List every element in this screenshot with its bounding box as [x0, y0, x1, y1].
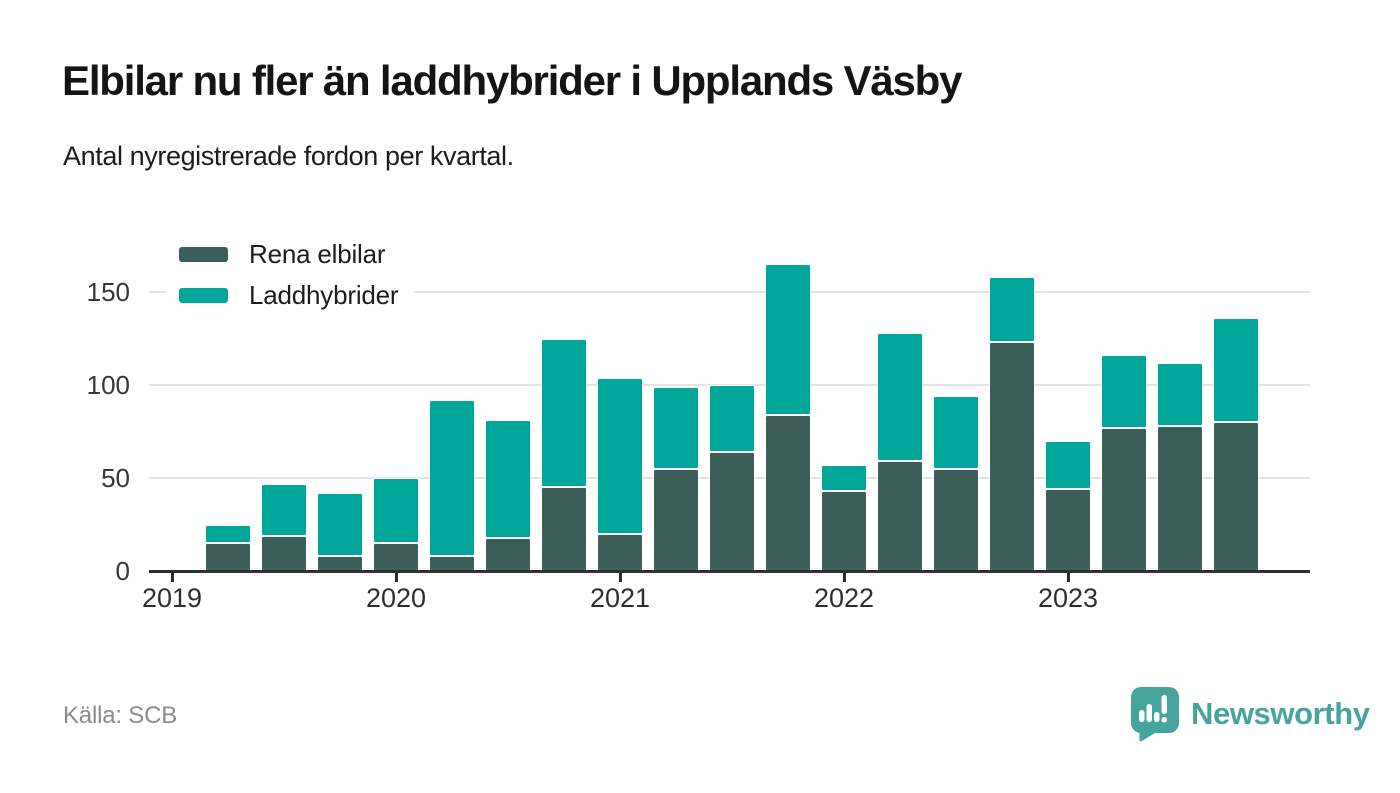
segment-laddhybrider	[317, 492, 363, 557]
newsworthy-wordmark: Newsworthy	[1191, 696, 1370, 731]
bar-2023-q2	[1096, 231, 1152, 571]
bar-2022-q2	[872, 231, 928, 571]
plot-area	[144, 231, 1264, 571]
x-axis-label-2020: 2020	[365, 583, 427, 613]
x-tick-2020	[395, 571, 398, 582]
segment-rena-elbilar	[1157, 425, 1203, 571]
newsworthy-bubble-chart-icon	[1131, 687, 1179, 742]
segment-rena-elbilar	[1101, 427, 1147, 571]
segment-rena-elbilar	[541, 487, 587, 571]
segment-rena-elbilar	[261, 535, 307, 571]
x-tick-2023	[1067, 571, 1070, 582]
bar-2021-q2	[648, 231, 704, 571]
bar-2020-q1	[368, 231, 424, 571]
segment-rena-elbilar	[373, 543, 419, 571]
x-tick-2022	[843, 571, 846, 582]
x-tick-2021	[619, 571, 622, 582]
segment-laddhybrider	[541, 338, 587, 488]
newsworthy-logo: Newsworthy	[1130, 686, 1370, 742]
x-axis-label-2023: 2023	[1037, 583, 1099, 613]
y-axis-label-150: 150	[86, 277, 130, 307]
segment-rena-elbilar	[821, 491, 867, 571]
bar-2021-q4	[760, 231, 816, 571]
bar-2019-q2	[200, 231, 256, 571]
bar-2019-q3	[256, 231, 312, 571]
bar-2020-q4	[536, 231, 592, 571]
segment-laddhybrider	[205, 524, 251, 544]
segment-laddhybrider	[261, 483, 307, 536]
segment-rena-elbilar	[1213, 422, 1259, 571]
segment-laddhybrider	[989, 277, 1035, 343]
legend-label: Laddhybrider	[249, 280, 399, 310]
segment-rena-elbilar	[205, 543, 251, 571]
legend-swatch-laddhybrider	[179, 288, 228, 303]
segment-laddhybrider	[709, 385, 755, 452]
segment-laddhybrider	[1045, 440, 1091, 490]
legend-item-laddhybrider: Laddhybrider	[179, 280, 399, 311]
y-axis-label-100: 100	[86, 370, 130, 400]
bar-2021-q1	[592, 231, 648, 571]
segment-rena-elbilar	[877, 461, 923, 571]
bar-2023-q1	[1040, 231, 1096, 571]
x-axis-label-2021: 2021	[589, 583, 651, 613]
segment-rena-elbilar	[597, 533, 643, 571]
bar-2020-q2	[424, 231, 480, 571]
bar-2023-q4	[1208, 231, 1264, 571]
bar-2020-q3	[480, 231, 536, 571]
bar-2022-q1	[816, 231, 872, 571]
segment-laddhybrider	[933, 396, 979, 469]
x-tick-2019	[171, 571, 174, 582]
y-axis-label-0: 0	[115, 556, 130, 586]
x-axis-line	[149, 569, 1310, 573]
gridline-100	[149, 384, 1310, 386]
legend-label: Rena elbilar	[249, 239, 386, 269]
legend-item-rena-elbilar: Rena elbilar	[179, 239, 398, 270]
chart-subtitle: Antal nyregistrerade fordon per kvartal.	[63, 141, 514, 171]
segment-rena-elbilar	[989, 342, 1035, 571]
segment-laddhybrider	[597, 377, 643, 534]
segment-laddhybrider	[821, 465, 867, 492]
segment-rena-elbilar	[709, 451, 755, 571]
segment-laddhybrider	[485, 420, 531, 538]
legend-swatch-rena-elbilar	[179, 247, 228, 262]
segment-laddhybrider	[1213, 318, 1259, 423]
segment-laddhybrider	[1101, 355, 1147, 428]
segment-rena-elbilar	[653, 468, 699, 571]
chart-legend: Rena elbilar Laddhybrider	[166, 237, 415, 319]
bar-2019-q4	[312, 231, 368, 571]
x-axis-label-2019: 2019	[141, 583, 203, 613]
segment-laddhybrider	[429, 399, 475, 557]
y-axis-label-50: 50	[101, 463, 130, 493]
bar-2021-q3	[704, 231, 760, 571]
gridline-150	[149, 291, 1310, 293]
bar-2023-q3	[1152, 231, 1208, 571]
segment-rena-elbilar	[1045, 489, 1091, 571]
segment-laddhybrider	[765, 264, 811, 415]
page-title: Elbilar nu fler än laddhybrider i Upplan…	[62, 57, 962, 104]
segment-rena-elbilar	[765, 414, 811, 571]
bar-2022-q3	[928, 231, 984, 571]
bar-2022-q4	[984, 231, 1040, 571]
source-credit: Källa: SCB	[63, 702, 178, 729]
segment-laddhybrider	[653, 386, 699, 469]
segment-rena-elbilar	[933, 468, 979, 571]
x-axis-label-2022: 2022	[813, 583, 875, 613]
segment-laddhybrider	[373, 478, 419, 544]
segment-laddhybrider	[1157, 362, 1203, 426]
segment-rena-elbilar	[485, 537, 531, 571]
segment-laddhybrider	[877, 332, 923, 462]
